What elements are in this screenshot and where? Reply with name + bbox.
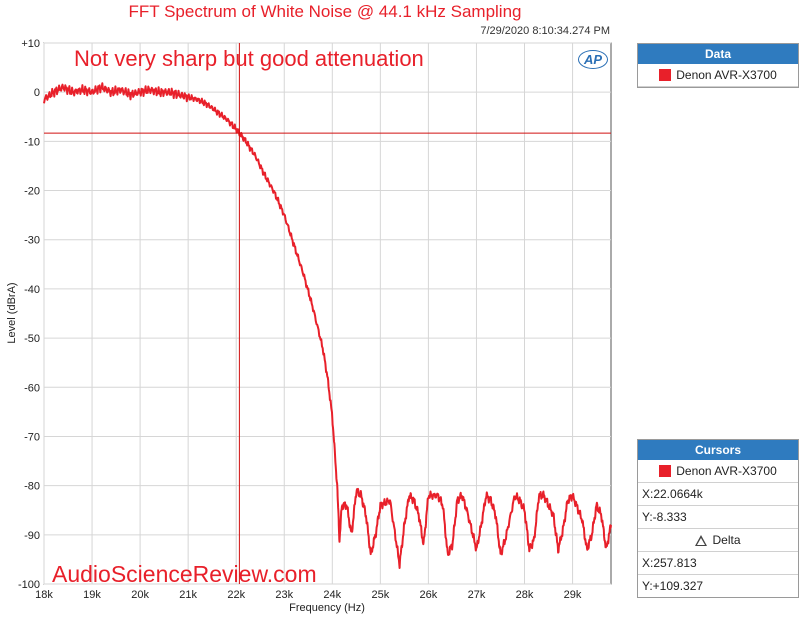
spectrum-chart[interactable]: +100-10-20-30-40-50-60-70-80-90-100 18k 1… [0,0,630,618]
y-axis-ticks: +10 0 -10 -20 -30 -40 -50 -60 -70 -80 -90 -100 [18,38,40,591]
x-tick-label: 19k [83,589,101,601]
x-axis-label: Frequency (Hz) [289,602,365,614]
chart-title: FFT Spectrum of White Noise @ 44.1 kHz S… [128,2,522,21]
plot-area [43,42,612,585]
cursor-layer [44,43,611,584]
x-tick-label: 28k [516,589,534,601]
data-panel-header: Data [638,44,798,64]
y-tick-label: 0 [34,87,40,99]
x-tick-label: 26k [420,589,438,601]
y-tick-label: -40 [24,284,40,296]
delta-y-readout: Y:+109.327 [638,574,798,597]
series-color-swatch [659,69,672,81]
y-tick-label: -20 [24,186,40,198]
cursors-panel: Cursors Denon AVR-X3700 X:22.0664k Y:-8.… [637,439,799,598]
timestamp: 7/29/2020 8:10:34.274 PM [480,25,610,37]
legend-item[interactable]: Denon AVR-X3700 [638,64,798,87]
chart-annotation: Not very sharp but good attenuation [74,46,424,71]
x-tick-label: 27k [468,589,486,601]
data-panel: Data Denon AVR-X3700 [637,43,799,88]
x-tick-label: 18k [35,589,53,601]
y-tick-label: -100 [18,579,40,591]
x-tick-label: 22k [227,589,245,601]
x-axis-ticks: 18k 19k 20k 21k 22k 23k 24k 25k 26k 27k 28k 29k [35,589,582,601]
y-tick-label: -80 [24,481,40,493]
watermark: AudioScienceReview.com [52,561,317,587]
cursor-series-item[interactable]: Denon AVR-X3700 [638,460,798,482]
delta-label: Delta [712,533,741,547]
x-tick-label: 23k [275,589,293,601]
y-tick-label: +10 [21,38,40,50]
y-tick-label: -50 [24,333,40,345]
cursor-series-label: Denon AVR-X3700 [676,464,777,478]
x-tick-label: 25k [371,589,389,601]
y-axis-label: Level (dBrA) [6,282,18,343]
ap-logo-icon: AP [578,50,609,69]
cursor-x-readout: X:22.0664k [638,482,798,505]
legend-item-label: Denon AVR-X3700 [676,68,777,82]
cursor-y-readout: Y:-8.333 [638,505,798,528]
x-tick-label: 21k [179,589,197,601]
y-tick-label: -70 [24,431,40,443]
delta-triangle-icon [695,534,708,546]
cursors-panel-header: Cursors [638,440,798,460]
series-layer [43,82,612,569]
x-tick-label: 20k [131,589,149,601]
series-color-swatch [659,465,672,477]
y-tick-label: -10 [24,136,40,148]
y-tick-label: -60 [24,382,40,394]
x-tick-label: 29k [564,589,582,601]
y-tick-label: -30 [24,235,40,247]
y-tick-label: -90 [24,530,40,542]
x-tick-label: 24k [323,589,341,601]
delta-x-readout: X:257.813 [638,551,798,574]
series-line-denon[interactable] [43,82,612,569]
delta-item[interactable]: Delta [638,528,798,551]
